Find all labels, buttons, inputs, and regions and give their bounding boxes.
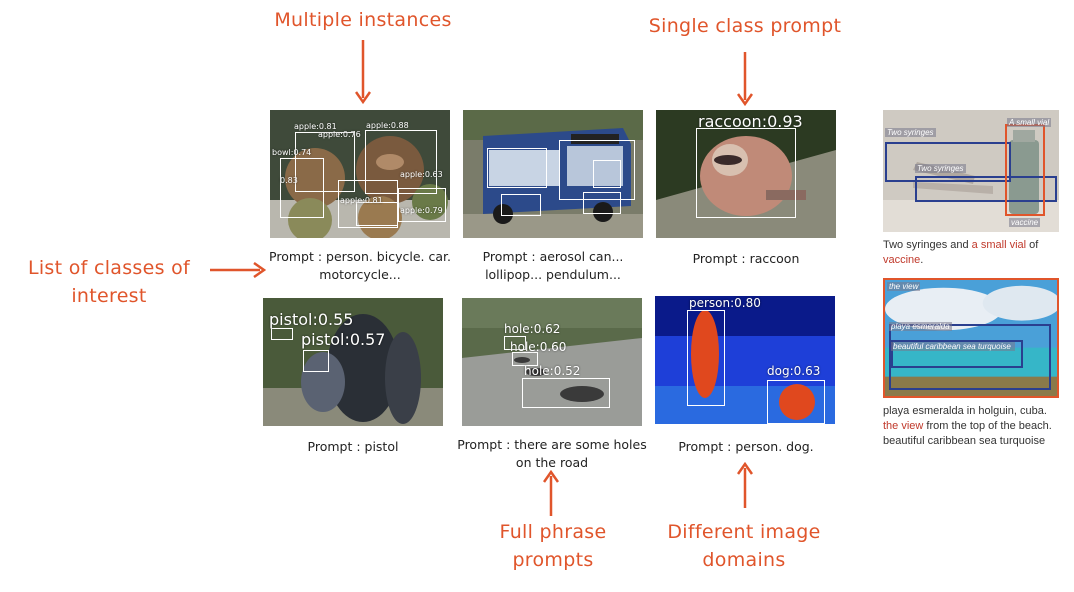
caption-road: Prompt : there are some holes on the roa… xyxy=(457,437,647,470)
image-apples: apple:0.81 apple:0.76 apple:0.88 bowl:0.… xyxy=(270,110,450,238)
image-thermal: person:0.80 dog:0.63 xyxy=(655,296,835,424)
grounding-tag: A small vial xyxy=(1007,118,1052,127)
caption-apples: Prompt : person. bicycle. car. motorcycl… xyxy=(269,249,451,282)
detection-label: dog:0.63 xyxy=(767,364,821,378)
grounding-tag: Two syringes xyxy=(885,128,936,137)
callout-single-class-prompt: Single class prompt xyxy=(648,15,842,37)
caption-thermal: Prompt : person. dog. xyxy=(678,439,814,454)
arrow-down-icon xyxy=(355,40,371,105)
arrow-down-icon xyxy=(737,52,753,107)
detection-label: raccoon:0.93 xyxy=(698,112,803,131)
image-beach: the view playa esmeralda beautiful carib… xyxy=(883,278,1059,398)
detection-label: apple:0.76 xyxy=(318,130,361,139)
detection-label: apple:0.63 xyxy=(400,170,443,179)
detection-label: pistol:0.57 xyxy=(301,330,386,349)
image-bus xyxy=(463,110,643,238)
callout-multiple-instances: Multiple instances xyxy=(274,9,452,31)
grounding-tag: playa esmeralda xyxy=(889,322,952,331)
image-pistol: pistol:0.55 pistol:0.57 xyxy=(263,298,443,426)
image-syringes: Two syringes Two syringes A small vial v… xyxy=(883,110,1059,232)
detection-label: apple:0.81 xyxy=(294,122,337,131)
detection-label: apple:0.81 xyxy=(340,196,383,205)
caption-raccoon: Prompt : raccoon xyxy=(692,251,800,266)
image-road: hole:0.62 hole:0.60 hole:0.52 xyxy=(462,298,642,426)
grounding-tag: vaccine xyxy=(1009,218,1041,227)
arrow-up-icon xyxy=(543,470,559,516)
detection-label: bowl:0.74 xyxy=(272,148,312,157)
detection-label: apple:0.88 xyxy=(366,121,409,130)
arrow-up-icon xyxy=(737,462,753,508)
detection-label: hole:0.52 xyxy=(524,364,581,378)
caption-bus: Prompt : aerosol can... lollipop... pend… xyxy=(482,249,624,282)
grounding-tag: the view xyxy=(887,282,921,291)
callout-full-phrase-prompts: Full phrase prompts xyxy=(499,521,607,571)
grounding-tag: beautiful caribbean sea turquoise xyxy=(891,342,1015,351)
detection-label: hole:0.62 xyxy=(504,322,561,336)
caption-beach: playa esmeralda in holguin, cuba. the vi… xyxy=(883,405,1052,447)
caption-pistol: Prompt : pistol xyxy=(307,439,399,454)
caption-syringes: Two syringes and a small vial of vaccine… xyxy=(883,239,1039,266)
grounding-tag: Two syringes xyxy=(915,164,966,173)
detection-label: person:0.80 xyxy=(689,296,761,310)
detection-label: hole:0.60 xyxy=(510,340,567,354)
callout-different-image-domains: Different image domains xyxy=(667,521,821,571)
detection-label: apple:0.79 xyxy=(400,206,443,215)
detection-label: pistol:0.55 xyxy=(269,310,354,329)
callout-list-of-classes: List of classes of interest xyxy=(27,257,191,307)
image-raccoon: raccoon:0.93 xyxy=(656,110,836,238)
detection-label: 0.83 xyxy=(280,176,298,185)
arrow-right-icon xyxy=(210,262,266,278)
